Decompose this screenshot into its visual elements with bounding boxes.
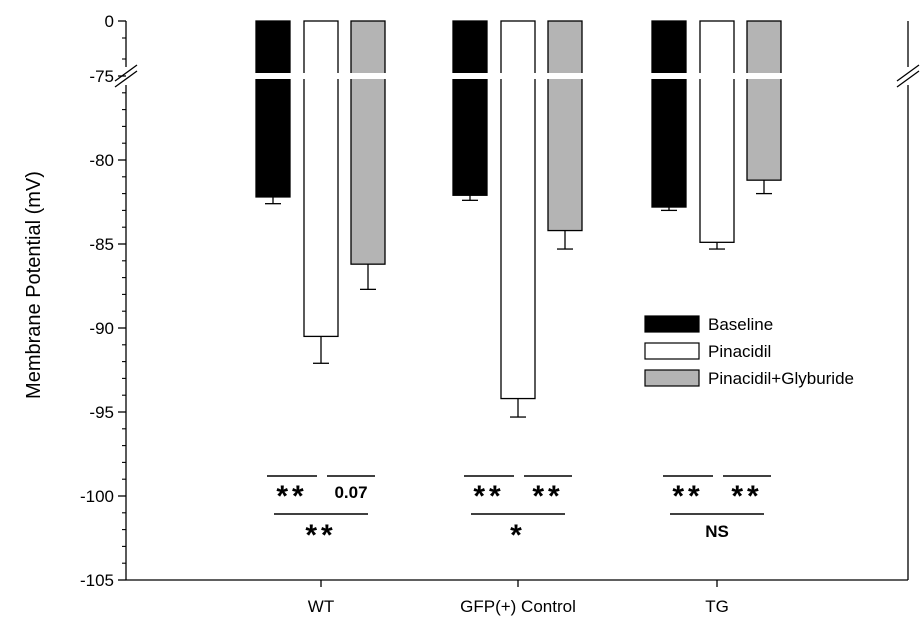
bar-1-3: [651, 20, 687, 208]
sig-label-overall: **: [305, 519, 336, 552]
bar-3-1: [350, 20, 386, 265]
x-tick-label: GFP(+) Control: [460, 597, 576, 616]
left-axis-break-mark: [114, 64, 138, 82]
legend: Baseline Pinacidil Pinacidil+Glyburide: [644, 315, 854, 388]
bar-break-gap: [650, 73, 688, 79]
bar-2-2: [500, 20, 536, 400]
legend-label-1: Baseline: [708, 315, 773, 334]
axis-break-marks: [254, 73, 783, 79]
bar-break-gap: [698, 73, 736, 79]
y-axis-ticks: 0 -75 -80 -85 -90 -95 -100 -105: [80, 12, 126, 590]
axes: [114, 21, 920, 581]
sig-label-pair-2: **: [532, 480, 563, 513]
y-tick-label: -95: [89, 403, 114, 422]
bar-break-gap: [499, 73, 537, 79]
y-tick-label: -100: [80, 487, 114, 506]
bar-break-gap: [546, 73, 584, 79]
legend-swatch-2: [644, 342, 700, 360]
bar-2-1: [303, 20, 339, 338]
sig-label-pair-2: 0.07: [334, 483, 367, 502]
bar-break-gap: [745, 73, 783, 79]
legend-label-2: Pinacidil: [708, 342, 771, 361]
bar-break-gap: [451, 73, 489, 79]
right-axis-break-mark: [896, 64, 920, 82]
x-tick-label: TG: [705, 597, 729, 616]
significance-annotations: ** 0.07**** ***** **NS: [267, 475, 771, 552]
sig-label-pair-1: **: [276, 480, 307, 513]
bar-1-2: [452, 20, 488, 196]
bar-1-1: [255, 20, 291, 198]
y-tick-label: 0: [105, 12, 114, 31]
right-axis-break-mark: [896, 70, 920, 88]
y-tick-label: -85: [89, 235, 114, 254]
sig-label-pair-1: **: [473, 480, 504, 513]
legend-swatch-3: [644, 369, 700, 387]
left-axis-break-mark: [114, 70, 138, 88]
bar-3-2: [547, 20, 583, 232]
x-axis-labels: WT GFP(+) Control TG: [308, 580, 729, 616]
sig-label-pair-1: **: [672, 480, 703, 513]
sig-label-overall: NS: [705, 522, 729, 541]
legend-label-3: Pinacidil+Glyburide: [708, 369, 854, 388]
x-tick-label: WT: [308, 597, 334, 616]
legend-swatch-1: [644, 315, 700, 333]
bars-layer: [255, 20, 782, 418]
bar-3-3: [746, 20, 782, 181]
sig-label-overall: *: [510, 519, 526, 552]
y-tick-label: -75: [89, 67, 114, 86]
sig-label-pair-2: **: [731, 480, 762, 513]
bar-break-gap: [302, 73, 340, 79]
bar-break-gap: [254, 73, 292, 79]
y-tick-label: -90: [89, 319, 114, 338]
y-tick-label: -80: [89, 151, 114, 170]
y-axis-label: Membrane Potential (mV): [23, 171, 45, 399]
bar-break-gap: [349, 73, 387, 79]
bar-2-3: [699, 20, 735, 243]
y-tick-label: -105: [80, 571, 114, 590]
